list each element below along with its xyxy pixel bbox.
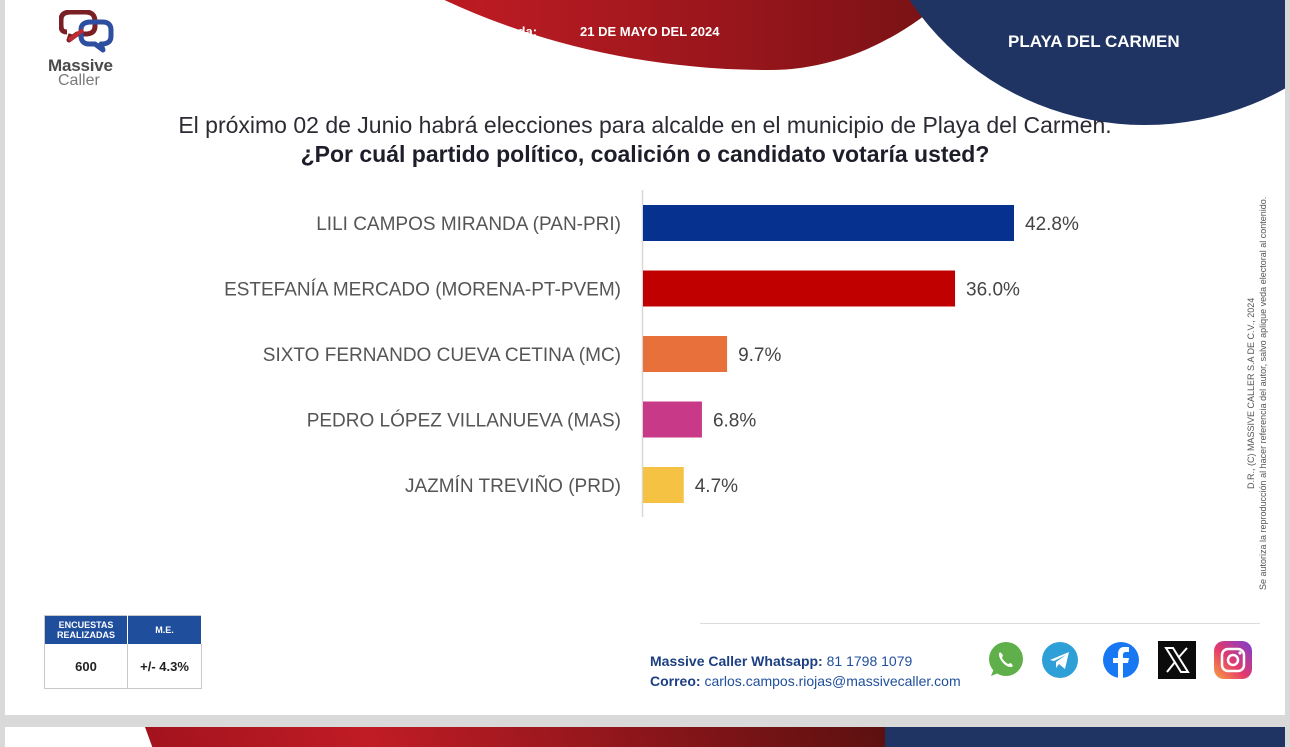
telegram-icon[interactable]	[1040, 640, 1080, 680]
bar-3	[643, 401, 702, 438]
category-label: ESTEFANÍA MERCADO (MORENA-PT-PVEM)	[224, 280, 621, 301]
contact-info: Massive Caller Whatsapp: 81 1798 1079 Co…	[650, 651, 961, 691]
copyright-line-1: D.R., (C) MASSIVE CALLER S.A DE C.V., 20…	[1246, 297, 1256, 489]
margin-error-header: M.E.	[127, 615, 202, 644]
margin-error-value: +/- 4.3%	[127, 644, 202, 689]
bar-0	[643, 205, 1014, 241]
instagram-icon[interactable]	[1213, 640, 1253, 680]
category-label: SIXTO FERNANDO CUEVA CETINA (MC)	[263, 345, 621, 366]
bar-2	[643, 336, 728, 372]
category-label: LILI CAMPOS MIRANDA (PAN-PRI)	[316, 214, 621, 235]
bar-1	[643, 270, 956, 307]
value-label: 36.0%	[966, 280, 1020, 301]
facebook-icon[interactable]	[1101, 640, 1141, 680]
logo-text-caller: Caller	[58, 72, 100, 89]
chart-subtitle: El próximo 02 de Junio habrá elecciones …	[178, 112, 1112, 138]
email-label: Correo:	[650, 673, 701, 689]
x-icon[interactable]	[1157, 640, 1197, 680]
massive-caller-logo: Massive Caller	[45, 10, 135, 92]
whatsapp-label: Massive Caller Whatsapp:	[650, 653, 823, 669]
value-label: 9.7%	[738, 345, 781, 366]
survey-date-label: Última encuesta elaborada:	[368, 24, 538, 39]
survey-stats-table: ENCUESTAS REALIZADAS M.E. 600 +/- 4.3%	[44, 615, 202, 689]
bar-chart: LILI CAMPOS MIRANDA (PAN-PRI) 42.8% ESTEFA…	[224, 190, 1079, 517]
surveys-count: 600	[44, 644, 128, 689]
survey-slide: Última encuesta elaborada: 21 DE MAYO DE…	[5, 0, 1285, 715]
value-label: 42.8%	[1025, 214, 1079, 235]
whatsapp-icon[interactable]	[985, 640, 1025, 680]
speech-bubbles-icon	[59, 10, 114, 53]
value-label: 4.7%	[695, 476, 738, 497]
city-title: PLAYA DEL CARMEN	[1008, 32, 1180, 51]
category-label: PEDRO LÓPEZ VILLANUEVA (MAS)	[307, 410, 621, 432]
header-blue-band	[885, 0, 1285, 140]
footer-divider	[700, 623, 1260, 624]
copyright-notice: D.R., (C) MASSIVE CALLER S.A DE C.V., 20…	[1245, 197, 1269, 590]
logo-text-massive: Massive	[48, 56, 113, 75]
bar-4	[643, 467, 684, 503]
email-link[interactable]: carlos.campos.riojas@massivecaller.com	[704, 673, 961, 689]
survey-date: 21 DE MAYO DEL 2024	[580, 24, 720, 39]
copyright-line-2: Se autoriza la reproducción al hacer ref…	[1258, 196, 1268, 590]
whatsapp-number[interactable]: 81 1798 1079	[826, 653, 913, 669]
next-slide-preview	[5, 727, 1285, 747]
chart-title: ¿Por cuál partido político, coalición o …	[300, 141, 990, 167]
value-label: 6.8%	[713, 411, 756, 432]
category-label: JAZMÍN TREVIÑO (PRD)	[405, 475, 621, 497]
surveys-header: ENCUESTAS REALIZADAS	[44, 615, 128, 644]
